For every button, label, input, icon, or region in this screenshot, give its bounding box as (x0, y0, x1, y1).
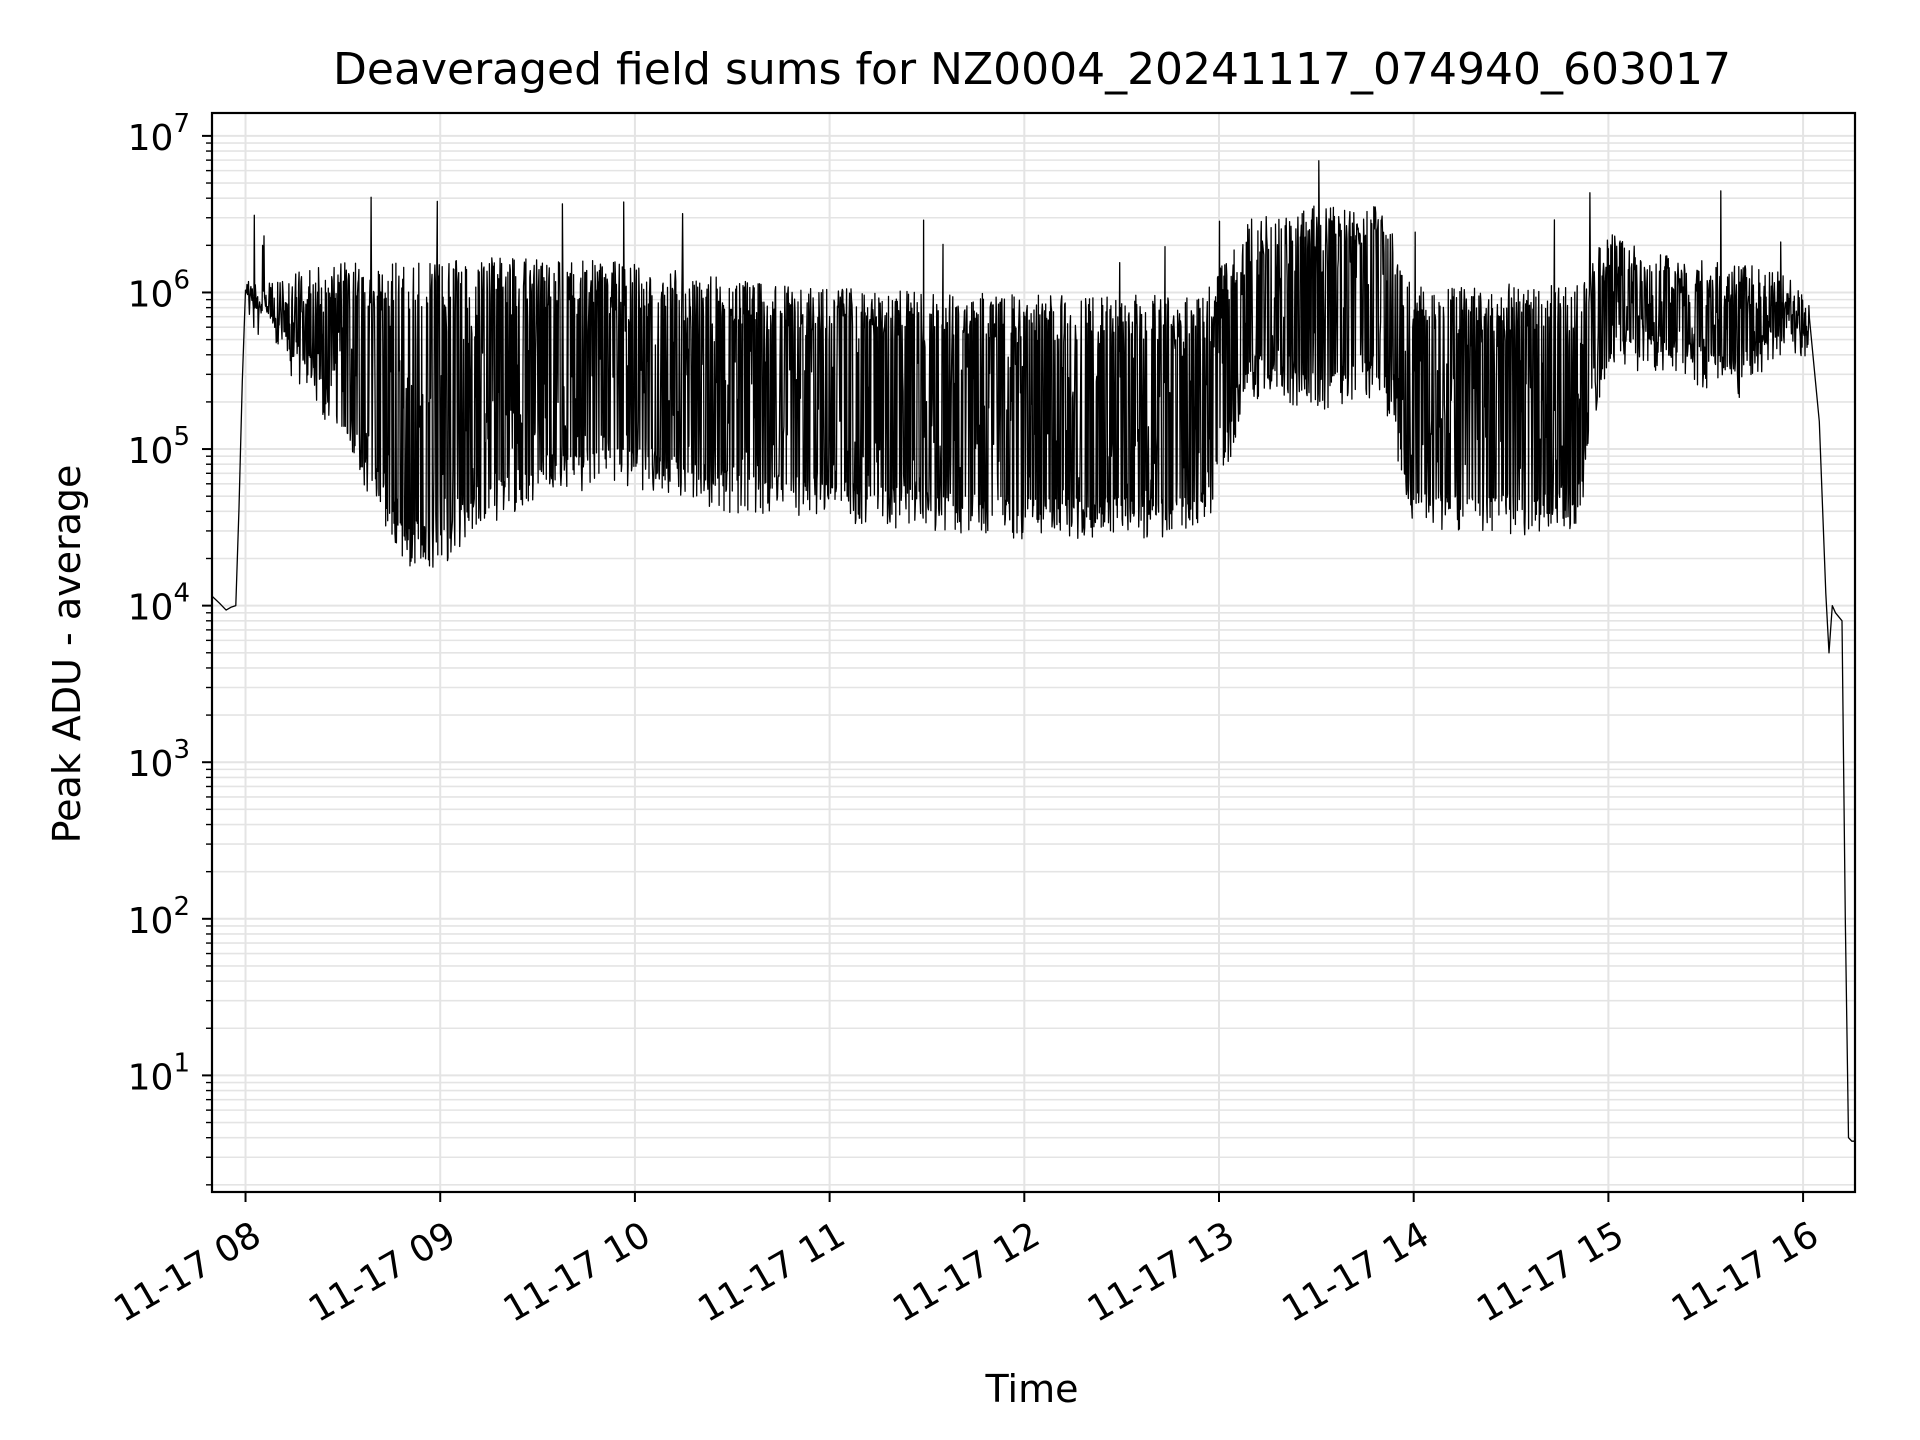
y-tick-label: 103 (128, 735, 190, 785)
y-tick-label: 107 (128, 109, 190, 159)
y-tick-label: 104 (128, 579, 190, 629)
y-tick-label: 105 (128, 422, 190, 472)
y-axis-label: Peak ADU - average (45, 465, 89, 844)
y-tick-label: 106 (128, 265, 190, 315)
chart-title: Deaveraged field sums for NZ0004_2024111… (333, 44, 1731, 95)
data-area (211, 160, 1855, 1142)
y-tick-label: 102 (128, 892, 190, 942)
x-axis-label: Time (985, 1367, 1079, 1411)
y-tick-label: 101 (128, 1048, 190, 1098)
series-line (211, 160, 1855, 1142)
